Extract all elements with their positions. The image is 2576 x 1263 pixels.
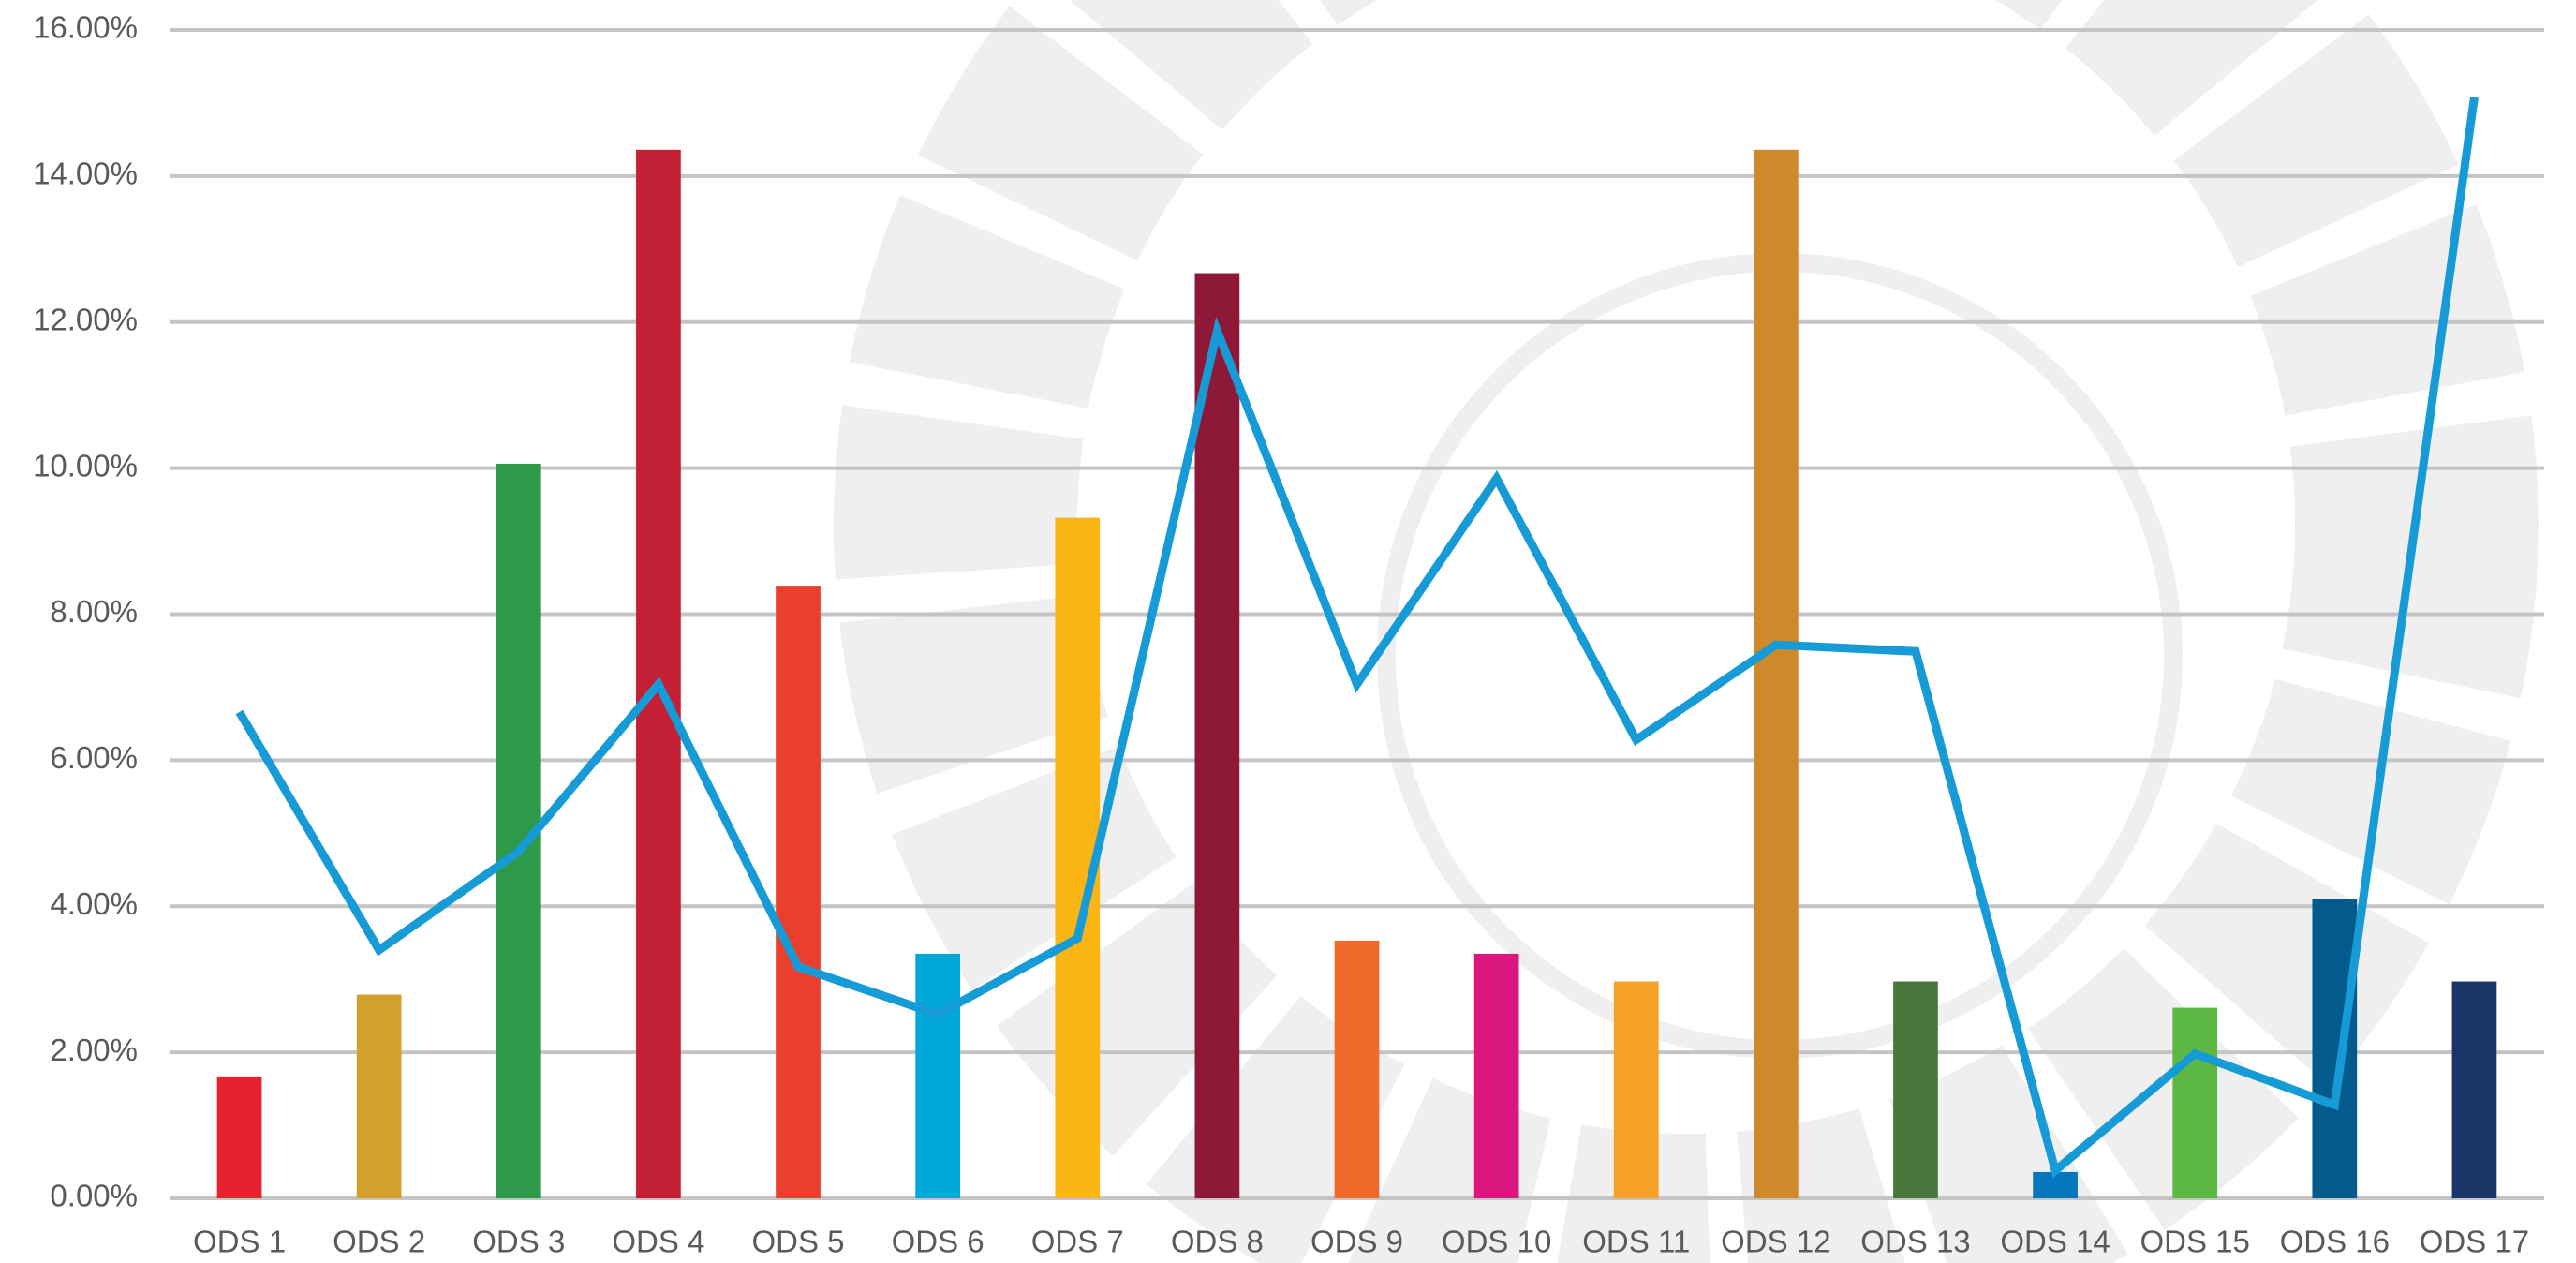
bar: [2033, 1171, 2078, 1198]
x-tick-label: ODS 15: [2140, 1225, 2250, 1259]
bar: [636, 149, 681, 1198]
y-tick-label: 6.00%: [50, 740, 138, 775]
y-tick-label: 10.00%: [33, 448, 138, 483]
y-tick-label: 14.00%: [33, 156, 138, 191]
x-tick-label: ODS 12: [1721, 1225, 1830, 1259]
x-tick-label: ODS 3: [472, 1225, 565, 1259]
bar: [356, 994, 402, 1198]
bar: [1334, 940, 1380, 1198]
bar: [2451, 981, 2497, 1198]
y-tick-label: 4.00%: [50, 886, 138, 921]
x-tick-label: ODS 11: [1582, 1225, 1690, 1259]
bar: [776, 586, 821, 1198]
y-tick-label: 0.00%: [50, 1179, 138, 1213]
x-tick-label: ODS 10: [1442, 1225, 1551, 1259]
y-tick-label: 16.00%: [33, 10, 138, 45]
line: [235, 97, 2479, 1179]
x-tick-label: ODS 16: [2280, 1225, 2390, 1259]
x-tick-label: ODS 2: [333, 1225, 425, 1259]
bar: [2312, 899, 2358, 1198]
bar: [1473, 953, 1519, 1198]
x-tick-label: ODS 1: [193, 1225, 286, 1259]
x-tick-label: ODS 13: [1860, 1225, 1970, 1259]
y-tick-label: 2.00%: [50, 1033, 138, 1067]
x-tick-label: ODS 17: [2420, 1225, 2529, 1259]
x-tick-label: ODS 7: [1031, 1225, 1124, 1259]
x-tick-label: ODS 6: [892, 1225, 985, 1259]
x-tick-label: ODS 14: [2000, 1225, 2110, 1259]
x-tick-label: ODS 5: [752, 1225, 845, 1259]
bar: [216, 1076, 262, 1198]
bar: [1194, 273, 1240, 1198]
bar: [1753, 149, 1799, 1198]
bar: [915, 953, 961, 1198]
x-tick-label: ODS 4: [612, 1225, 704, 1259]
x-tick-label: ODS 9: [1310, 1225, 1403, 1259]
bar: [2172, 1007, 2218, 1198]
y-tick-label: 8.00%: [50, 594, 138, 629]
bar: [1893, 981, 1938, 1198]
y-tick-label: 12.00%: [33, 302, 138, 336]
bar: [1613, 981, 1659, 1198]
x-tick-label: ODS 8: [1171, 1225, 1264, 1259]
